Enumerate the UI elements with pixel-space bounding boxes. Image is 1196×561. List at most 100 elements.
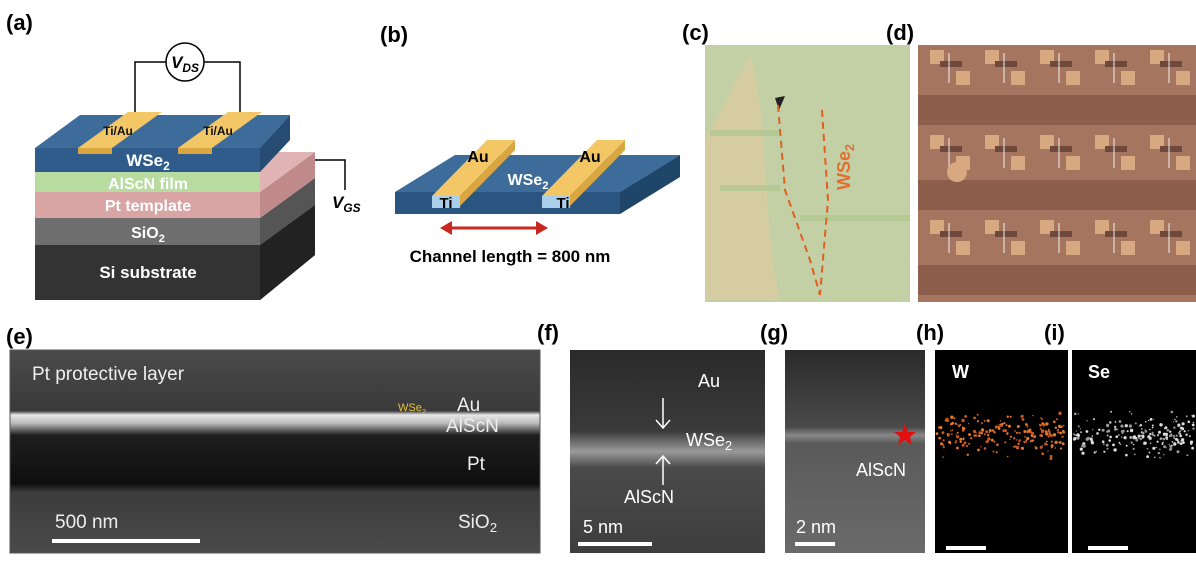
eds-signal — [1009, 439, 1010, 440]
eds-signal — [1141, 428, 1143, 430]
eds-signal — [1013, 446, 1015, 448]
eds-signal — [1121, 430, 1123, 432]
eds-signal — [1140, 424, 1142, 426]
eds-signal — [1161, 443, 1163, 445]
eds-signal — [1017, 443, 1020, 446]
eds-signal — [1048, 430, 1051, 433]
eds-signal — [1017, 432, 1019, 434]
rect-shape — [78, 148, 112, 154]
eds-signal — [1131, 413, 1132, 414]
eds-signal — [1145, 421, 1147, 423]
eds-signal — [1157, 441, 1159, 443]
eds-signal — [1125, 454, 1128, 457]
eds-signal — [1076, 430, 1077, 431]
eds-signal — [956, 435, 959, 438]
eds-signal — [1032, 439, 1034, 441]
contact-label: Ti — [556, 195, 569, 212]
eds-signal — [1000, 420, 1001, 421]
eds-signal — [1120, 444, 1122, 446]
eds-signal — [984, 420, 986, 422]
eds-signal — [978, 435, 981, 438]
eds-signal — [1057, 431, 1059, 433]
eds-signal — [1114, 428, 1117, 431]
eds-signal — [1179, 435, 1182, 438]
eds-signal — [1047, 450, 1048, 451]
eds-signal — [1150, 418, 1153, 421]
eds-signal — [1185, 434, 1187, 436]
panel-label: (b) — [380, 22, 408, 47]
eds-signal — [1007, 456, 1008, 457]
eds-signal — [1055, 441, 1058, 444]
eds-signal — [1165, 426, 1168, 429]
eds-signal — [994, 441, 996, 443]
eds-signal — [981, 428, 984, 431]
eds-signal — [1171, 411, 1174, 414]
eds-signal — [996, 443, 999, 446]
eds-signal — [1140, 438, 1143, 441]
eds-signal — [1170, 448, 1173, 451]
eds-signal — [1045, 430, 1048, 433]
eds-signal — [1076, 437, 1079, 440]
eds-signal — [952, 429, 954, 431]
text-part: WSe — [126, 151, 163, 170]
eds-signal — [1171, 445, 1173, 447]
polyline-shape — [204, 62, 240, 112]
eds-signal — [1082, 444, 1085, 447]
eds-signal — [1044, 443, 1047, 446]
eds-signal — [956, 447, 959, 450]
eds-signal — [1127, 430, 1129, 432]
eds-signal — [962, 428, 963, 429]
eds-signal — [977, 414, 979, 416]
eds-signal — [1058, 412, 1061, 415]
eds-signal — [1031, 434, 1033, 436]
eds-signal — [1186, 415, 1188, 417]
eds-signal — [1135, 422, 1137, 424]
polygon-shape — [35, 115, 290, 148]
text-part: WSe — [508, 172, 543, 189]
eds-signal — [1040, 428, 1042, 430]
eds-signal — [1142, 432, 1145, 435]
eds-signal — [1180, 427, 1183, 430]
polyline-shape — [135, 62, 166, 112]
image-label: AlScN — [856, 460, 906, 480]
eds-signal — [1182, 422, 1185, 425]
eds-signal — [1138, 435, 1141, 438]
circle-shape — [947, 162, 967, 182]
eds-signal — [1060, 447, 1062, 449]
eds-signal — [1053, 433, 1056, 436]
eds-signal — [1007, 416, 1009, 418]
eds-signal — [1053, 421, 1056, 424]
eds-signal — [1091, 441, 1094, 444]
eds-signal — [1134, 454, 1136, 456]
eds-signal — [938, 437, 941, 440]
eds-signal — [1169, 444, 1171, 446]
device-array-image — [918, 45, 1196, 302]
eds-signal — [1042, 445, 1043, 446]
eds-signal — [1086, 420, 1087, 421]
eds-signal — [1149, 438, 1151, 440]
eds-signal — [1087, 437, 1090, 440]
eds-signal — [1130, 429, 1133, 432]
eds-signal — [1129, 424, 1132, 427]
eds-signal — [1063, 425, 1065, 427]
eds-signal — [1040, 417, 1042, 419]
eds-signal — [1041, 429, 1044, 432]
element-label: W — [952, 362, 969, 382]
eds-signal — [1148, 420, 1149, 421]
eds-signal — [1190, 441, 1193, 444]
eds-signal — [1034, 436, 1035, 437]
polygon-shape — [536, 221, 548, 235]
panel-label: (h) — [916, 320, 944, 345]
eds-signal — [1109, 421, 1111, 423]
eds-signal — [1002, 423, 1004, 425]
eds-signal — [1173, 442, 1176, 445]
eds-signal — [1144, 442, 1147, 445]
eds-signal — [1026, 437, 1029, 440]
panel-label: (c) — [682, 20, 709, 45]
eds-signal — [1014, 430, 1016, 432]
eds-signal — [1026, 441, 1027, 442]
voltage-label: VGS — [332, 193, 361, 215]
eds-signal — [1025, 423, 1028, 426]
eds-signal — [956, 434, 957, 435]
eds-signal — [1158, 431, 1161, 434]
